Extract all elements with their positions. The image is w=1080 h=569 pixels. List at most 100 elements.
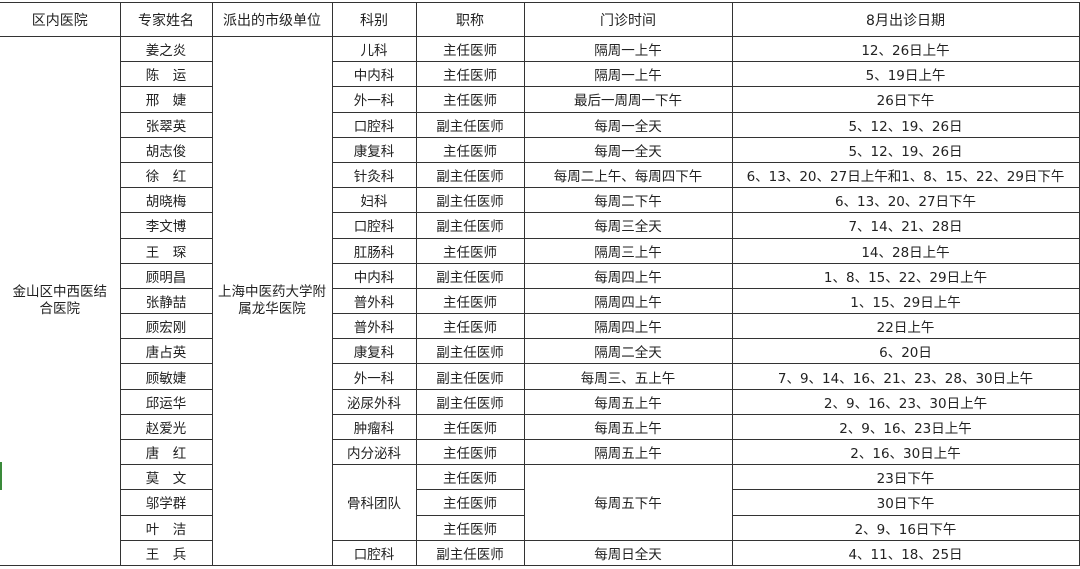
department-cell: 妇科	[331, 187, 417, 214]
clinic-time-cell: 每周二上午、每周四下午	[523, 161, 733, 189]
table-row: 赵爱光 肿瘤科 主任医师 每周五上午 2、9、16、23日上午	[0, 413, 1080, 441]
title-cell: 主任医师	[415, 413, 525, 441]
expert-name-cell: 莫 文	[120, 464, 213, 491]
department-cell: 骨科团队	[331, 464, 417, 541]
title-cell: 主任医师	[415, 86, 525, 113]
clinic-time-cell: 每周一全天	[523, 136, 733, 163]
august-dates-cell: 2、9、16日下午	[731, 514, 1080, 541]
title-cell: 主任医师	[415, 313, 525, 340]
header-clinic-time: 门诊时间	[523, 2, 733, 37]
august-dates-cell: 5、12、19、26日	[731, 136, 1080, 163]
august-dates-cell: 14、28日上午	[731, 237, 1080, 264]
expert-name-cell: 王 琛	[120, 237, 213, 264]
expert-name-cell: 邢 婕	[120, 86, 213, 113]
table-row: 李文博 口腔科 副主任医师 每周三全天 7、14、21、28日	[0, 212, 1080, 239]
table-row: 顾敏婕 外一科 副主任医师 每周三、五上午 7、9、14、16、21、23、28、30日…	[0, 363, 1080, 390]
august-dates-cell: 2、9、16、23日上午	[731, 413, 1080, 441]
department-cell: 泌尿外科	[331, 388, 417, 415]
clinic-time-cell: 隔周四上午	[523, 313, 733, 340]
district-hospital-cell: 金山区中西医结合医院	[0, 36, 121, 566]
city-unit-cell: 上海中医药大学附属龙华医院	[211, 36, 333, 566]
department-cell: 中内科	[331, 61, 417, 88]
table-row: 张翠英 口腔科 副主任医师 每周一全天 5、12、19、26日	[0, 111, 1080, 138]
title-cell: 主任医师	[415, 464, 525, 491]
header-title: 职称	[415, 2, 525, 37]
header-city-unit: 派出的市级单位	[211, 2, 333, 37]
title-cell: 副主任医师	[415, 388, 525, 415]
department-cell: 针灸科	[331, 161, 417, 189]
expert-name-cell: 胡晓梅	[120, 187, 213, 214]
table-row: 陈 运 中内科 主任医师 隔周一上午 5、19日上午	[0, 61, 1080, 88]
title-cell: 副主任医师	[415, 212, 525, 239]
clinic-time-cell: 隔周一上午	[523, 61, 733, 88]
title-cell: 主任医师	[415, 237, 525, 264]
expert-name-cell: 顾明昌	[120, 262, 213, 289]
expert-name-cell: 唐 红	[120, 438, 213, 466]
clinic-time-cell: 隔周五上午	[523, 438, 733, 466]
august-dates-cell: 2、16、30日上午	[731, 438, 1080, 466]
department-cell: 内分泌科	[331, 438, 417, 466]
clinic-time-cell: 隔周二全天	[523, 338, 733, 365]
expert-name-cell: 顾敏婕	[120, 363, 213, 390]
expert-name-cell: 唐占英	[120, 338, 213, 365]
august-dates-cell: 22日上午	[731, 313, 1080, 340]
department-cell: 口腔科	[331, 539, 417, 566]
department-cell: 中内科	[331, 262, 417, 289]
clinic-time-cell: 隔周一上午	[523, 35, 733, 63]
august-dates-cell: 5、12、19、26日	[731, 111, 1080, 138]
title-cell: 主任医师	[415, 438, 525, 466]
table-row: 叶 洁 主任医师 2、9、16日下午	[0, 514, 1080, 541]
title-cell: 主任医师	[415, 514, 525, 541]
august-dates-cell: 1、15、29日上午	[731, 287, 1080, 315]
expert-name-cell: 赵爱光	[120, 413, 213, 441]
title-cell: 副主任医师	[415, 338, 525, 365]
expert-name-cell: 叶 洁	[120, 514, 213, 541]
department-cell: 口腔科	[331, 111, 417, 138]
table-row: 王 琛 肛肠科 主任医师 隔周三上午 14、28日上午	[0, 237, 1080, 264]
expert-name-cell: 张翠英	[120, 111, 213, 138]
department-cell: 肿瘤科	[331, 413, 417, 441]
title-cell: 主任医师	[415, 136, 525, 163]
header-row: 区内医院 专家姓名 派出的市级单位 科别 职称 门诊时间 8月出诊日期	[0, 2, 1080, 37]
august-dates-cell: 4、11、18、25日	[731, 539, 1080, 566]
table-row: 王 兵 口腔科 副主任医师 每周日全天 4、11、18、25日	[0, 539, 1080, 566]
august-dates-cell: 30日下午	[731, 489, 1080, 516]
title-cell: 副主任医师	[415, 539, 525, 566]
august-dates-cell: 6、13、20、27日下午	[731, 187, 1080, 214]
clinic-time-cell: 每周四上午	[523, 262, 733, 289]
august-dates-cell: 5、19日上午	[731, 61, 1080, 88]
clinic-time-cell: 隔周三上午	[523, 237, 733, 264]
department-cell: 康复科	[331, 136, 417, 163]
clinic-time-cell: 每周日全天	[523, 539, 733, 566]
august-dates-cell: 6、13、20、27日上午和1、8、15、22、29日下午	[731, 161, 1080, 189]
table-row: 胡志俊 康复科 主任医师 每周一全天 5、12、19、26日	[0, 136, 1080, 163]
clinic-time-cell: 每周一全天	[523, 111, 733, 138]
title-cell: 副主任医师	[415, 187, 525, 214]
department-cell: 普外科	[331, 287, 417, 315]
header-district-hospital: 区内医院	[0, 2, 121, 37]
clinic-time-cell: 每周五上午	[523, 388, 733, 415]
title-cell: 副主任医师	[415, 111, 525, 138]
expert-name-cell: 徐 红	[120, 161, 213, 189]
august-dates-cell: 1、8、15、22、29日上午	[731, 262, 1080, 289]
header-department: 科别	[331, 2, 417, 37]
clinic-time-cell: 最后一周周一下午	[523, 86, 733, 113]
august-dates-cell: 7、14、21、28日	[731, 212, 1080, 239]
department-cell: 儿科	[331, 35, 417, 63]
expert-name-cell: 张静喆	[120, 287, 213, 315]
august-dates-cell: 6、20日	[731, 338, 1080, 365]
title-cell: 主任医师	[415, 35, 525, 63]
department-cell: 普外科	[331, 313, 417, 340]
august-dates-cell: 23日下午	[731, 464, 1080, 491]
table-row: 邬学群 主任医师 30日下午	[0, 489, 1080, 516]
title-cell: 主任医师	[415, 61, 525, 88]
table-row: 顾宏刚 普外科 主任医师 隔周四上午 22日上午	[0, 313, 1080, 340]
clinic-time-cell: 每周五上午	[523, 413, 733, 441]
table-row: 张静喆 普外科 主任医师 隔周四上午 1、15、29日上午	[0, 287, 1080, 315]
expert-name-cell: 邱运华	[120, 388, 213, 415]
header-expert-name: 专家姓名	[119, 2, 213, 37]
clinic-time-cell: 隔周四上午	[523, 287, 733, 315]
expert-name-cell: 李文博	[120, 212, 213, 239]
august-dates-cell: 2、9、16、23、30日上午	[731, 388, 1080, 415]
